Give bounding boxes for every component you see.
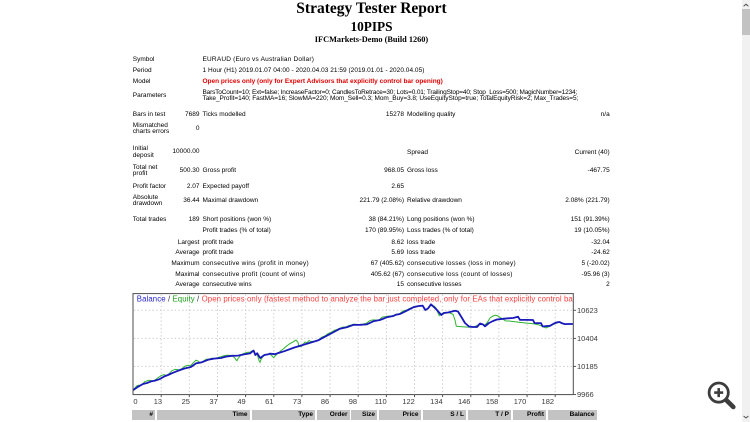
svg-text:10623: 10623 (577, 306, 598, 315)
svg-text:146: 146 (458, 397, 471, 406)
svg-text:13: 13 (154, 397, 162, 406)
svg-text:110: 110 (375, 397, 387, 406)
svg-text:61: 61 (265, 397, 273, 406)
svg-text:49: 49 (237, 397, 245, 406)
svg-text:10185: 10185 (577, 362, 598, 371)
svg-text:170: 170 (514, 397, 527, 406)
svg-text:9966: 9966 (577, 390, 594, 399)
svg-text:98: 98 (349, 397, 357, 406)
svg-text:182: 182 (542, 397, 555, 406)
svg-text:37: 37 (209, 397, 217, 406)
svg-text:25: 25 (182, 397, 190, 406)
svg-text:0: 0 (133, 397, 137, 406)
svg-text:158: 158 (486, 397, 499, 406)
svg-text:86: 86 (321, 397, 329, 406)
svg-text:73: 73 (293, 397, 301, 406)
svg-text:134: 134 (430, 397, 443, 406)
svg-text:122: 122 (402, 397, 415, 406)
svg-text:Balance / Equity / Open prices: Balance / Equity / Open prices only (fas… (137, 295, 609, 304)
svg-text:10404: 10404 (577, 334, 598, 343)
